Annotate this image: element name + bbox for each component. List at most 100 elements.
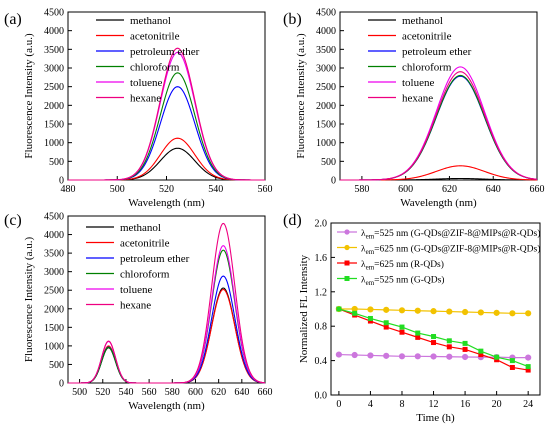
y-tick-label: 500 xyxy=(49,157,64,168)
data-point xyxy=(383,324,389,330)
x-tick-label: 660 xyxy=(258,387,273,398)
x-tick-label: 560 xyxy=(142,387,157,398)
legend-entry: chloroform xyxy=(120,269,170,281)
series-line-acetonitrile xyxy=(340,165,538,181)
y-tick-label: 2000 xyxy=(44,101,64,112)
data-point xyxy=(494,354,500,360)
data-point xyxy=(367,318,373,324)
y-tick-label: 2500 xyxy=(44,82,64,93)
x-tick-label: 600 xyxy=(188,387,203,398)
y-tick-label: 4000 xyxy=(316,26,336,37)
y-tick-label: 1.6 xyxy=(315,253,328,264)
data-point xyxy=(335,351,342,358)
data-point xyxy=(430,308,437,315)
data-point xyxy=(383,306,390,313)
data-point xyxy=(383,320,389,326)
legend-entry: acetonitrile xyxy=(402,31,452,43)
legend-marker xyxy=(344,244,350,251)
series-line-acetonitrile xyxy=(68,137,265,181)
data-point xyxy=(399,324,405,330)
legend-entry: chloroform xyxy=(402,62,452,74)
y-tick-label: 0 xyxy=(59,176,64,187)
x-tick-label: 0 xyxy=(336,399,341,410)
legend-entry: hexane xyxy=(402,93,433,105)
data-point xyxy=(509,364,515,370)
x-tick-label: 580 xyxy=(165,387,180,398)
y-axis-label: Fluorescence Intensity (a.u.) xyxy=(23,237,35,363)
y-tick-label: 1000 xyxy=(44,341,64,352)
panel-label: (c) xyxy=(4,212,22,229)
panel-label: (d) xyxy=(283,212,302,229)
y-tick-label: 3000 xyxy=(44,64,64,75)
y-tick-label: 3500 xyxy=(44,249,64,260)
x-tick-label: 560 xyxy=(258,184,273,195)
series-line-chloroform xyxy=(68,72,265,181)
y-tick-label: 4000 xyxy=(44,26,64,37)
y-tick-label: 0.8 xyxy=(315,322,328,333)
x-tick-label: 540 xyxy=(118,387,133,398)
data-point xyxy=(367,315,373,321)
data-point xyxy=(461,308,469,316)
x-tick-label: 520 xyxy=(95,387,110,398)
y-tick-label: 3500 xyxy=(316,45,336,56)
data-point xyxy=(415,330,421,336)
y-axis-label: Fluorescence Intensity (a.u.) xyxy=(23,33,35,159)
series-line-hexane xyxy=(68,222,266,384)
panel-label: (b) xyxy=(283,11,302,28)
x-tick-label: 4 xyxy=(368,399,373,410)
data-point xyxy=(446,344,452,350)
legend-entry: hexane xyxy=(130,93,161,105)
data-point xyxy=(525,367,531,373)
panel-b: (b) 580 600 620 640 660 0 500 1000 1500 2000 2500 30… xyxy=(283,8,545,210)
legend: methanol acetonitrile petroleum ether chlor… xyxy=(368,15,472,105)
data-point xyxy=(446,353,453,360)
y-tick-label: 4500 xyxy=(316,8,336,19)
y-axis-label: Fluorescence Intensity (a.u.) xyxy=(295,33,307,159)
x-tick-label: 620 xyxy=(442,184,457,195)
legend-entry: acetonitrile xyxy=(120,238,170,250)
legend-entry: petroleum ether xyxy=(130,46,200,58)
data-point xyxy=(461,353,469,361)
x-axis-label: Wavelength (nm) xyxy=(128,197,205,209)
y-tick-label: 1000 xyxy=(44,138,64,149)
data-point xyxy=(336,306,342,312)
legend-entry: toluene xyxy=(402,77,434,89)
series-line-toluene xyxy=(68,245,266,384)
y-tick-label: 1500 xyxy=(44,323,64,334)
panel-label: (a) xyxy=(4,11,22,28)
plot-frame xyxy=(339,11,538,181)
y-tick-label: 4000 xyxy=(44,230,64,241)
y-tick-label: 2.0 xyxy=(315,219,328,230)
y-tick-label: 1500 xyxy=(316,120,336,131)
legend: methanol acetonitrile petroleum ether chlor… xyxy=(96,15,200,105)
x-tick-label: 24 xyxy=(523,399,533,410)
data-point xyxy=(431,334,437,340)
legend-entry: toluene xyxy=(120,284,152,296)
panel-c: (c) 500 520 540 560 580 600 620 640 660 0 500 1000 15… xyxy=(4,212,273,413)
x-tick-label: 640 xyxy=(234,387,249,398)
y-tick-label: 2500 xyxy=(44,286,64,297)
data-point xyxy=(446,308,453,315)
data-point xyxy=(383,352,390,359)
x-tick-label: 12 xyxy=(429,399,439,410)
data-point xyxy=(478,348,484,354)
y-tick-label: 4500 xyxy=(44,212,64,223)
series-line-petroleum-ether xyxy=(68,86,265,181)
legend-marker xyxy=(344,229,350,235)
data-point xyxy=(493,309,500,316)
x-tick-label: 20 xyxy=(492,399,502,410)
y-tick-label: 2000 xyxy=(316,101,336,112)
data-point xyxy=(446,338,452,344)
legend-entry: hexane xyxy=(120,300,151,312)
y-tick-label: 1.2 xyxy=(315,287,328,298)
y-tick-label: 0.4 xyxy=(315,356,328,367)
y-tick-label: 2500 xyxy=(316,82,336,93)
y-tick-label: 2000 xyxy=(44,304,64,315)
x-axis-label: Wavelength (nm) xyxy=(128,400,205,412)
data-point xyxy=(525,364,531,370)
data-point xyxy=(509,358,515,364)
data-point xyxy=(414,353,421,360)
data-point xyxy=(415,334,421,340)
data-point xyxy=(462,346,468,352)
series-line-toluene xyxy=(340,66,538,181)
